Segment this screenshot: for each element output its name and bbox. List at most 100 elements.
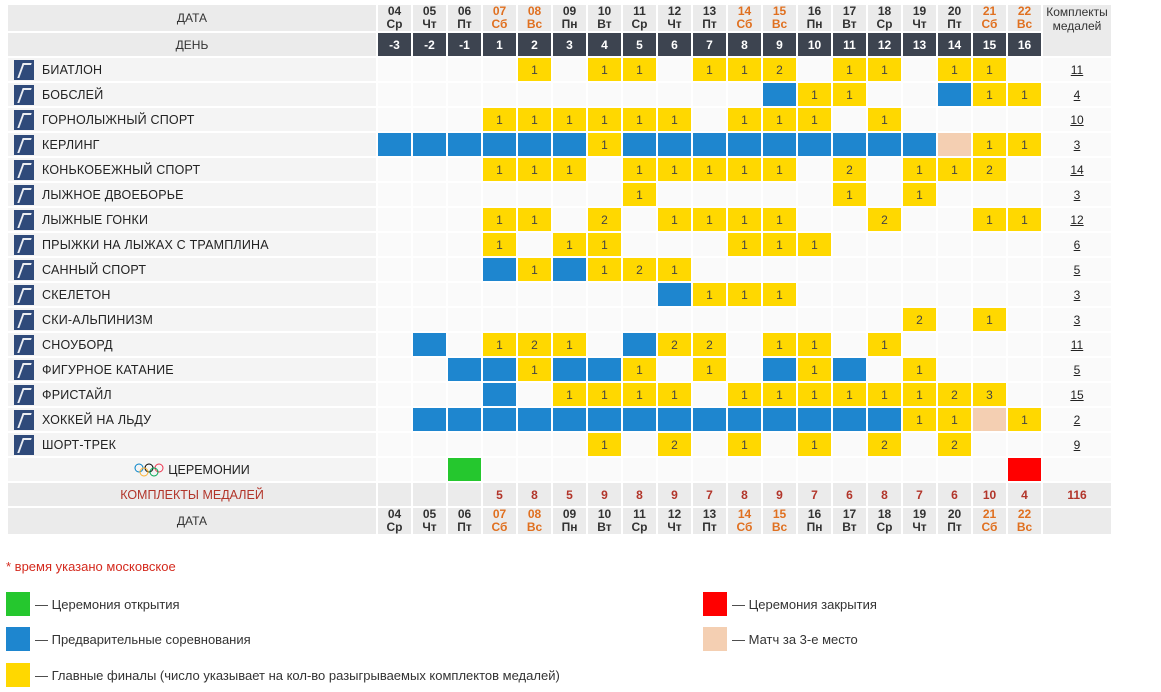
empty-cell [728,358,761,381]
sport-medal-total-link[interactable]: 12 [1070,212,1084,227]
sport-name-cell: ХОККЕЙ НА ЛЬДУ [8,408,376,431]
empty-cell [798,258,831,281]
final-cell: 1 [658,158,691,181]
empty-cell [833,108,866,131]
sport-medal-total-link[interactable]: 14 [1070,162,1084,177]
sport-medal-total-link[interactable]: 3 [1073,312,1081,327]
date-cell-08: 08 Вс [518,5,551,31]
final-cell: 1 [588,58,621,81]
prelim-cell [518,133,551,156]
final-cell: 1 [973,58,1006,81]
sport-medal-total-link[interactable]: 11 [1070,62,1084,77]
sport-medal-total-link[interactable]: 3 [1073,137,1081,152]
prelim-cell [658,408,691,431]
empty-cell [483,283,516,306]
daily-medal-total: 8 [728,483,761,506]
empty-cell [518,283,551,306]
ceremonies-name-cell: ЦЕРЕМОНИИ [8,458,376,481]
empty-cell [973,333,1006,356]
final-cell: 1 [483,333,516,356]
empty-cell [448,183,481,206]
weekday: Пт [702,17,717,31]
sport-medal-total-link[interactable]: 4 [1073,87,1081,102]
empty-cell [938,308,971,331]
final-cell: 1 [973,133,1006,156]
final-cell: 1 [658,383,691,406]
empty-cell [868,458,901,481]
final-cell: 1 [763,233,796,256]
daily-medal-total: 9 [763,483,796,506]
sport-pictogram-icon [14,409,34,430]
day-number-cell: 7 [693,33,726,56]
weekday: Вс [771,520,788,534]
empty-cell [1008,308,1041,331]
sport-label: СКИ-АЛЬПИНИЗМ [8,309,376,330]
empty-cell [483,458,516,481]
sport-medal-total-link[interactable]: 6 [1073,237,1081,252]
final-cell: 1 [623,383,656,406]
sport-pictogram-icon [14,84,34,105]
empty-cell [448,258,481,281]
date-footer-cell-21: 21 Сб [973,508,1006,534]
empty-cell [728,458,761,481]
sport-medal-total-link[interactable]: 2 [1073,412,1081,427]
weekday: Чт [912,17,927,31]
date-number: 08 [527,4,542,18]
sport-medal-total-link[interactable]: 3 [1073,287,1081,302]
empty-cell [553,208,586,231]
date-number: 22 [1017,4,1032,18]
final-cell: 1 [728,383,761,406]
final-cell: 2 [938,433,971,456]
date-number: 21 [982,4,997,18]
weekday: Пт [947,17,962,31]
sport-medal-total-link[interactable]: 9 [1073,437,1081,452]
empty-cell [763,458,796,481]
final-cell: 1 [728,433,761,456]
empty-cell [413,383,446,406]
prelim-cell [833,408,866,431]
sport-name: СКИ-АЛЬПИНИЗМ [42,312,154,327]
empty-cell [378,108,411,131]
sport-name-cell: ЛЫЖНОЕ ДВОЕБОРЬЕ [8,183,376,206]
date-number: 09 [562,4,577,18]
sport-medal-total-link[interactable]: 15 [1070,387,1084,402]
prelim-cell [448,358,481,381]
final-cell: 1 [833,58,866,81]
date-cell-17: 17 Вт [833,5,866,31]
date-cell-20: 20 Пт [938,5,971,31]
sport-medal-total-link[interactable]: 5 [1073,262,1081,277]
sport-pictogram-icon [14,284,34,305]
sport-label: БИАТЛОН [8,59,376,80]
prelim-cell [763,358,796,381]
day-number-cell: 1 [483,33,516,56]
sport-name: ПРЫЖКИ НА ЛЫЖАХ С ТРАМПЛИНА [42,237,269,252]
empty-cell [938,208,971,231]
final-cell: 2 [658,433,691,456]
date-number: 15 [772,4,787,18]
weekday: Вс [1016,520,1033,534]
sport-medal-total-link[interactable]: 5 [1073,362,1081,377]
sport-medal-total: 4 [1043,83,1111,106]
final-cell: 1 [903,358,936,381]
final-cell: 1 [658,108,691,131]
prelim-cell [553,258,586,281]
empty-cell [693,383,726,406]
empty-cell [903,433,936,456]
final-cell: 1 [1008,408,1041,431]
prelim-cell [483,258,516,281]
prelim-cell [378,133,411,156]
sport-pictogram-icon [14,184,34,205]
sport-label: ЛЫЖНОЕ ДВОЕБОРЬЕ [8,184,376,205]
empty-cell [623,233,656,256]
sport-medal-total-link[interactable]: 11 [1070,337,1084,352]
sport-medal-total-link[interactable]: 3 [1073,187,1081,202]
empty-cell [623,208,656,231]
empty-cell [623,283,656,306]
sport-medal-total-link[interactable]: 10 [1070,112,1084,127]
final-cell: 1 [728,58,761,81]
sport-medal-total: 5 [1043,258,1111,281]
date-number: 20 [947,507,962,521]
final-cell: 1 [623,158,656,181]
empty-cell [833,233,866,256]
empty-cell [518,308,551,331]
